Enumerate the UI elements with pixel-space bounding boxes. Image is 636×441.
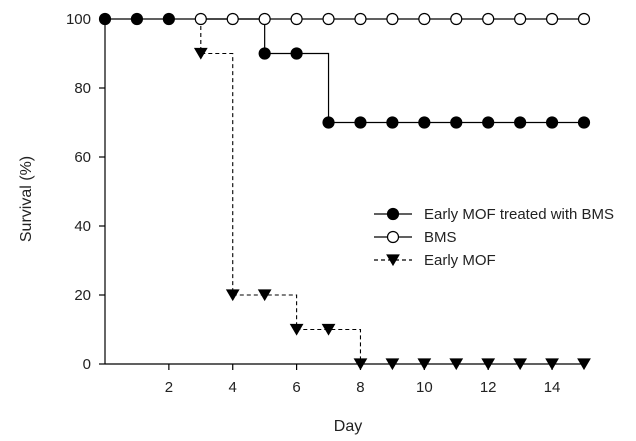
x-tick-label: 8 [356, 379, 364, 396]
x-tick-label: 4 [229, 379, 237, 396]
data-point-early-mof-treated [545, 116, 559, 129]
data-point-bms [545, 12, 559, 26]
data-point-early-mof-treated [386, 116, 399, 129]
data-point-early-mof-treated [514, 116, 527, 129]
data-point-bms [418, 12, 431, 26]
data-point-bms [514, 12, 527, 26]
y-tick-label: 80 [74, 80, 91, 97]
axis-ticks: 2 4 6 8 10 12 14 0 20 40 60 80 100 [66, 11, 560, 396]
series-line-early-mof-treated [105, 18, 584, 124]
data-point-early-mof-treated [577, 116, 591, 129]
data-point-early-mof-treated [290, 47, 303, 60]
y-tick-label: 20 [74, 287, 91, 304]
data-point-bms [226, 12, 239, 26]
data-point-early-mof-treated [258, 47, 271, 60]
data-point-early-mof [289, 323, 304, 336]
data-point-early-mof [577, 358, 591, 371]
legend-label: Early MOF [424, 252, 496, 269]
data-point-early-mof-treated [162, 12, 175, 26]
data-point-early-mof [321, 323, 336, 336]
series-lines [105, 18, 584, 365]
y-tick-label: 100 [66, 11, 91, 28]
data-point-bms [450, 12, 463, 26]
x-axis-title: Day [334, 418, 362, 435]
data-point-early-mof-treated [322, 116, 335, 129]
legend-marker [386, 254, 400, 267]
data-point-early-mof [449, 358, 464, 371]
data-point-bms [482, 12, 495, 26]
data-point-bms [354, 12, 367, 26]
data-point-early-mof-treated [482, 116, 495, 129]
data-point-bms [322, 12, 335, 26]
data-point-early-mof [193, 47, 208, 60]
data-point-early-mof [545, 358, 559, 371]
data-point-early-mof-treated [130, 12, 144, 26]
axes [104, 19, 584, 365]
data-point-early-mof [481, 358, 496, 371]
x-tick-label: 2 [165, 379, 173, 396]
y-tick-label: 0 [83, 356, 91, 373]
x-tick-label: 10 [416, 379, 433, 396]
data-point-early-mof-treated [98, 12, 112, 26]
data-point-bms [290, 12, 303, 26]
data-point-early-mof [225, 289, 240, 302]
x-tick-label: 12 [480, 379, 497, 396]
series-line-early-mof [200, 19, 584, 365]
data-point-early-mof-treated [418, 116, 431, 129]
data-point-early-mof [513, 358, 528, 371]
data-point-early-mof-treated [354, 116, 367, 129]
y-axis-title: Survival (%) [18, 156, 35, 242]
y-tick-label: 40 [74, 218, 91, 235]
data-point-early-mof [257, 289, 272, 302]
x-tick-label: 14 [544, 379, 561, 396]
data-point-bms [386, 12, 399, 26]
data-point-early-mof [353, 358, 368, 371]
legend-marker [386, 207, 400, 221]
y-tick-label: 60 [74, 149, 91, 166]
data-point-early-mof-treated [450, 116, 463, 129]
legend: Early MOF treated with BMS BMS Early MOF [374, 206, 614, 269]
data-point-bms [194, 12, 207, 26]
data-point-early-mof [417, 358, 432, 371]
series-markers [98, 12, 591, 371]
data-point-early-mof [385, 358, 400, 371]
legend-label: Early MOF treated with BMS [424, 206, 614, 223]
data-point-bms [258, 12, 271, 26]
legend-label: BMS [424, 229, 457, 246]
x-tick-label: 6 [292, 379, 300, 396]
legend-marker [386, 230, 400, 244]
data-point-bms [577, 12, 591, 26]
